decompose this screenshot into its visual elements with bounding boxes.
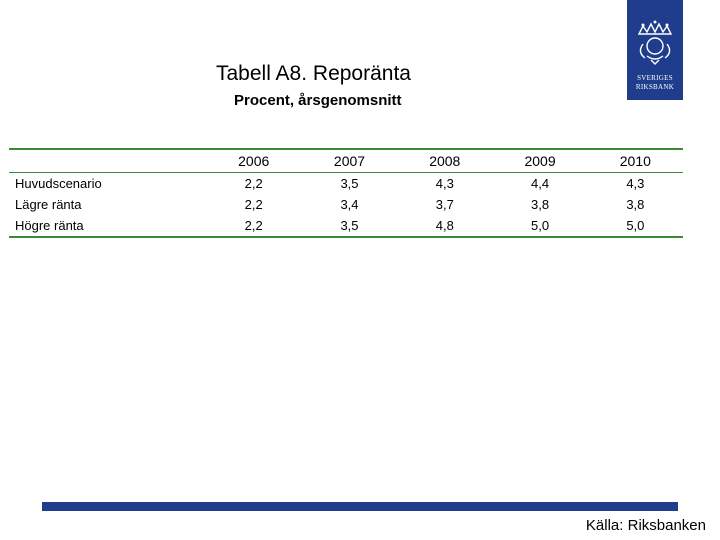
- row-label: Lägre ränta: [15, 197, 82, 212]
- page-title: Tabell A8. Reporänta: [216, 62, 411, 85]
- table-cell: 2,2: [244, 197, 263, 212]
- column-header: 2009: [524, 153, 556, 169]
- logo-text-line2: RIKSBANK: [635, 83, 675, 91]
- table-cell: 5,0: [531, 218, 550, 233]
- table-cell: 2,2: [244, 218, 263, 233]
- crown-emblem-icon: [637, 20, 673, 65]
- table-cell: 3,5: [340, 218, 359, 233]
- header-empty: [9, 149, 206, 173]
- table-row: Högre ränta 2,2 3,5 4,8 5,0 5,0: [9, 215, 683, 237]
- table-cell: 5,0: [626, 218, 645, 233]
- data-table-container: 2006 2007 2008 2009 2010 Huvudscenario 2…: [9, 148, 683, 238]
- footer-bar: [42, 502, 678, 511]
- table-cell: 4,4: [531, 176, 550, 191]
- table-cell: 3,8: [531, 197, 550, 212]
- table-cell: 3,7: [435, 197, 454, 212]
- row-label: Huvudscenario: [15, 176, 102, 191]
- column-header: 2010: [619, 153, 651, 169]
- logo-text-line1: SVERIGES: [637, 74, 673, 82]
- row-label: Högre ränta: [15, 218, 84, 233]
- page-subtitle: Procent, årsgenomsnitt: [234, 92, 402, 109]
- table-row: Huvudscenario 2,2 3,5 4,3 4,4 4,3: [9, 173, 683, 195]
- column-header: 2007: [333, 153, 366, 169]
- table-cell: 4,8: [435, 218, 454, 233]
- column-header: 2006: [238, 153, 270, 169]
- table-cell: 4,3: [435, 176, 454, 191]
- source-note: Källa: Riksbanken: [585, 517, 706, 534]
- table-cell: 3,5: [340, 176, 359, 191]
- table-cell: 4,3: [626, 176, 645, 191]
- table-row: Lägre ränta 2,2 3,4 3,7 3,8 3,8: [9, 194, 683, 215]
- table-cell: 3,4: [340, 197, 359, 212]
- reporanta-table: 2006 2007 2008 2009 2010 Huvudscenario 2…: [9, 148, 683, 238]
- column-header: 2008: [429, 153, 461, 169]
- table-cell: 3,8: [626, 197, 645, 212]
- table-cell: 2,2: [244, 176, 263, 191]
- riksbank-logo: SVERIGES RIKSBANK: [627, 0, 683, 100]
- table-header-row: 2006 2007 2008 2009 2010: [9, 149, 683, 173]
